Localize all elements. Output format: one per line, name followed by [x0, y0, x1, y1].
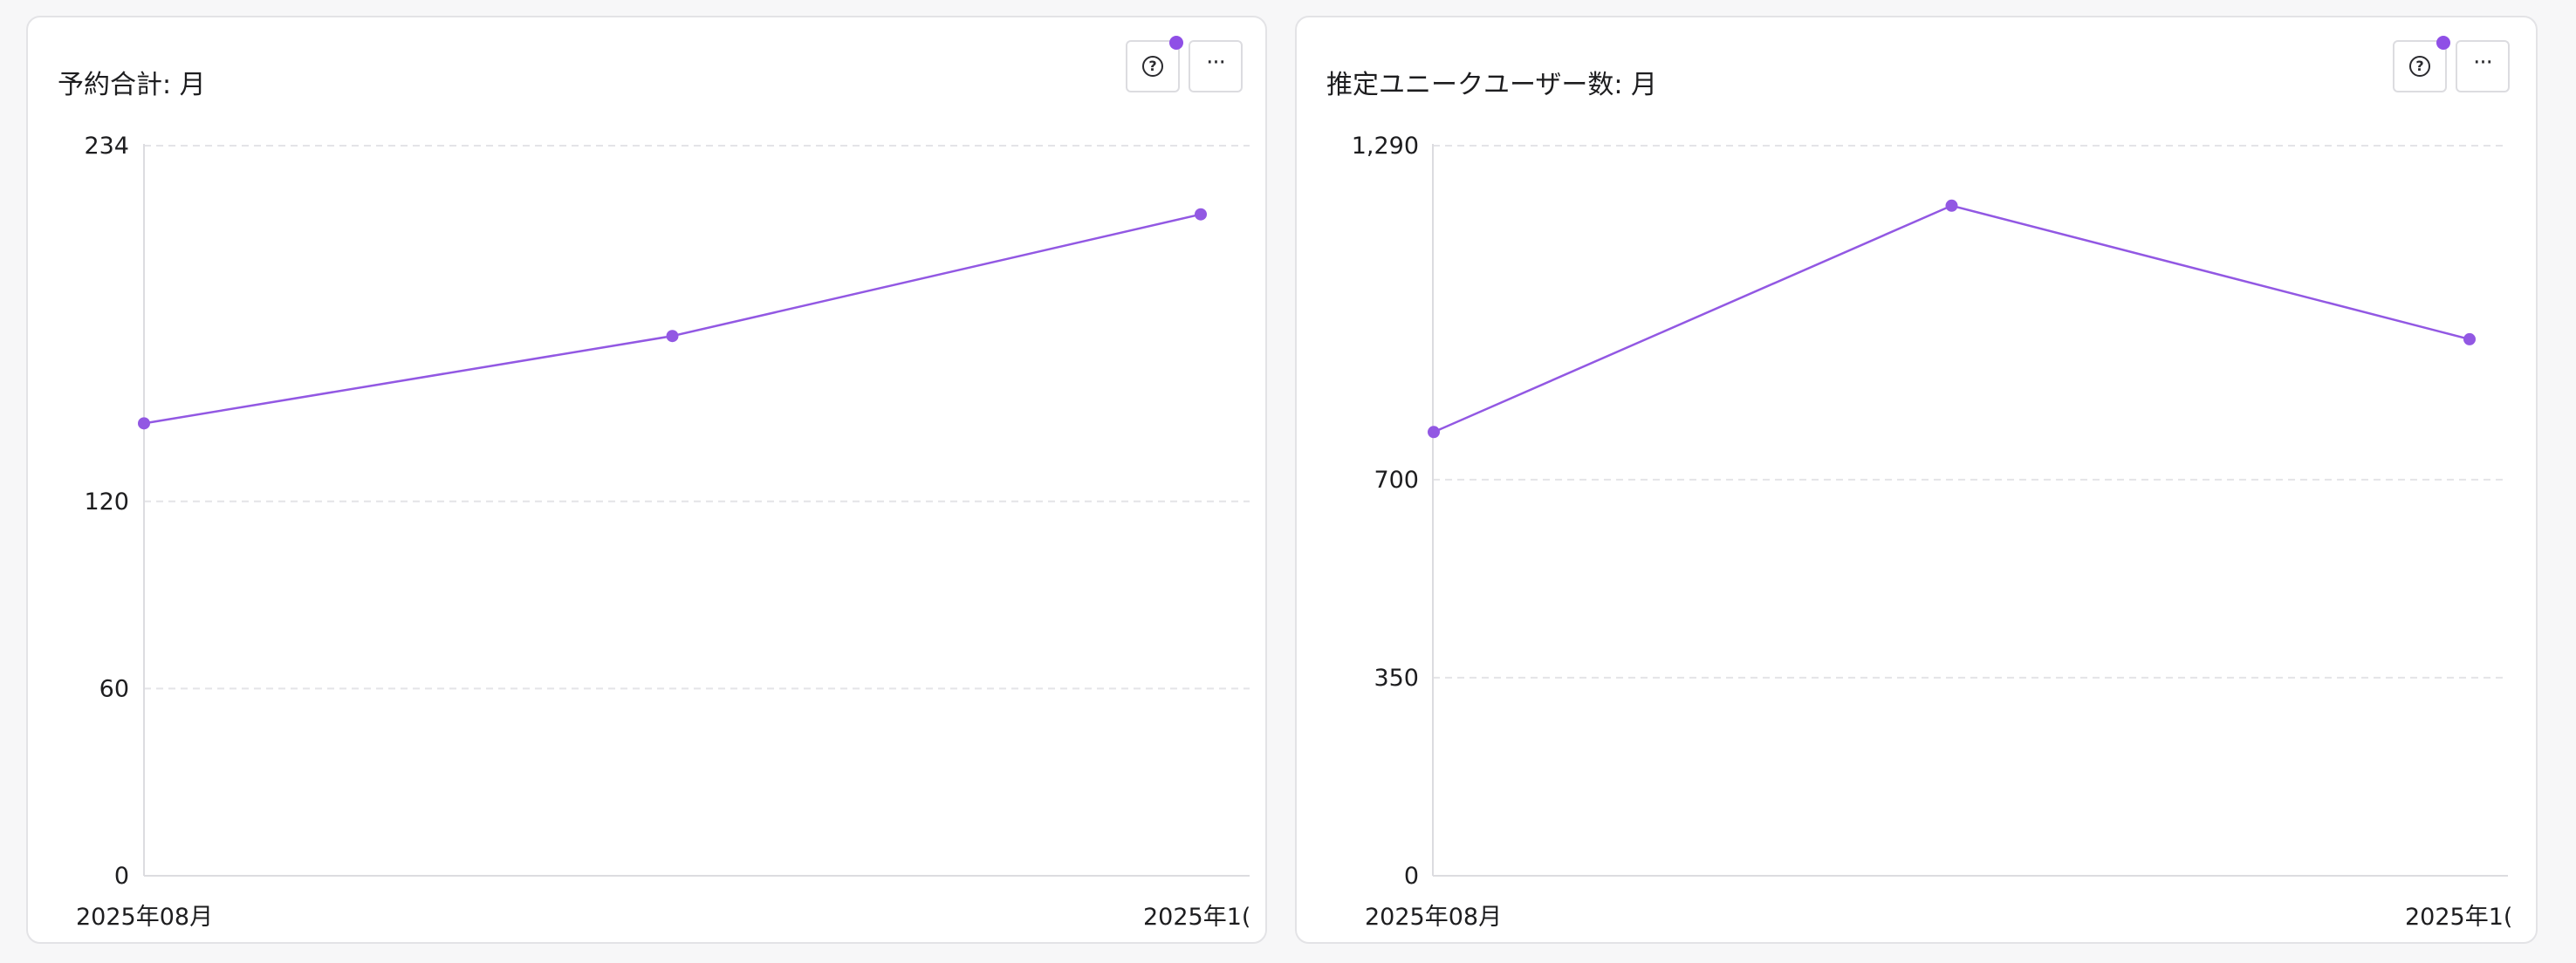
chart-card-total-reservations: 予約合計: 月 ? ··· 0 60 120 234 2025年08月 2025年1( [26, 16, 1267, 944]
line-chart: 0 60 120 234 2025年08月 2025年1( [76, 133, 1250, 931]
help-button[interactable]: ? [1126, 40, 1180, 92]
line-chart: 0 350 700 1,290 2025年08月 2025年1( [1352, 133, 2513, 931]
help-circle-icon: ? [1142, 56, 1163, 77]
y-tick-label: 1,290 [1352, 133, 1419, 160]
data-point [138, 417, 150, 430]
series-line [1433, 204, 2470, 434]
data-point [666, 330, 679, 343]
chart-title: 推定ユニークユーザー数: 月 [1326, 70, 1658, 100]
x-tick-label: 2025年1( [2405, 904, 2512, 931]
chart-title: 予約合計: 月 [58, 70, 206, 100]
y-tick-label: 234 [84, 133, 129, 160]
y-tick-label: 0 [114, 863, 129, 890]
chart-card-unique-users: 推定ユニークユーザー数: 月 ? ··· 0 350 700 1,290 2025年08… [1295, 16, 2538, 944]
y-tick-label: 0 [1404, 863, 1419, 890]
more-horizontal-icon: ··· [1206, 50, 1226, 76]
y-tick-label: 60 [99, 675, 129, 702]
more-options-button[interactable]: ··· [1189, 40, 1243, 92]
data-point [1195, 208, 1207, 221]
data-point [2463, 332, 2476, 345]
data-point [1945, 199, 1958, 212]
help-button[interactable]: ? [2393, 40, 2447, 92]
series-line [143, 213, 1202, 425]
more-options-button[interactable]: ··· [2456, 40, 2510, 92]
notification-dot [2436, 36, 2450, 50]
notification-dot [1169, 36, 1183, 50]
y-tick-label: 350 [1374, 665, 1419, 692]
data-point [1428, 426, 1440, 439]
x-tick-label: 2025年08月 [1365, 904, 1502, 931]
x-tick-label: 2025年1( [1143, 904, 1250, 931]
x-tick-label: 2025年08月 [76, 904, 213, 931]
y-tick-label: 700 [1374, 467, 1419, 494]
more-horizontal-icon: ··· [2473, 50, 2493, 76]
help-circle-icon: ? [2409, 56, 2430, 77]
y-tick-label: 120 [84, 488, 129, 516]
